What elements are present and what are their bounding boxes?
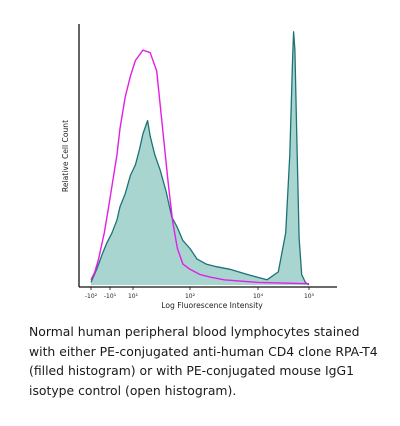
x-tick-label: -10¹ xyxy=(104,293,117,300)
x-tick-label: -10² xyxy=(85,293,98,300)
x-tick-layer: -10² -10¹ 10¹ 10² 10⁴ 10⁵ xyxy=(85,287,315,300)
y-axis-title: Relative Cell Count xyxy=(61,120,70,192)
histogram-chart: -10² -10¹ 10¹ 10² 10⁴ 10⁵ Log Fluorescence In… xyxy=(61,24,337,310)
x-tick-label: 10² xyxy=(185,293,196,300)
isotype-histogram-line xyxy=(90,49,310,285)
stained-histogram-fill xyxy=(91,31,309,285)
x-axis-title: Log Fluorescence Intensity xyxy=(161,301,263,310)
stained-histogram-line xyxy=(90,31,310,286)
plot-area xyxy=(90,31,310,286)
x-tick-label: 10⁴ xyxy=(253,293,264,300)
x-tick-label: 10¹ xyxy=(128,293,139,300)
figure-caption: Normal human peripheral blood lymphocyte… xyxy=(29,324,378,398)
x-tick-label: 10⁵ xyxy=(304,293,315,300)
